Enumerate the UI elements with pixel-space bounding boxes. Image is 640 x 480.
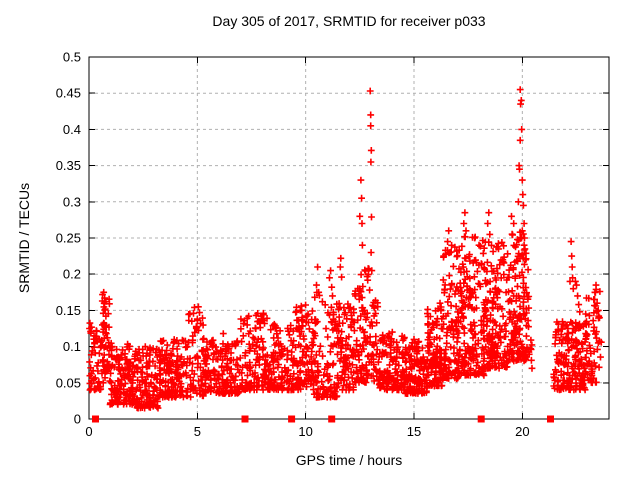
y-tick-label: 0.15 xyxy=(56,303,81,318)
y-tick-label: 0.3 xyxy=(63,194,81,209)
scatter-points xyxy=(86,86,605,423)
x-tick-label: 10 xyxy=(298,424,312,439)
y-tick-label: 0.35 xyxy=(56,158,81,173)
y-tick-label: 0 xyxy=(74,412,81,427)
plot-frame xyxy=(88,56,610,420)
y-tick-label: 0.5 xyxy=(63,50,81,65)
y-tick-label: 0.4 xyxy=(63,122,81,137)
y-tick-label: 0.25 xyxy=(56,231,81,246)
y-tick-label: 0.05 xyxy=(56,375,81,390)
srmtid-plus-markers xyxy=(86,86,605,412)
x-tick-label: 15 xyxy=(407,424,421,439)
tick-labels: 0 0.05 0.1 0.15 0.2 0.25 0.3 0.35 0.4 0.45 0.5 0 5 10… xyxy=(56,50,530,440)
x-tick-label: 0 xyxy=(85,424,92,439)
x-axis-label: GPS time / hours xyxy=(295,452,403,468)
y-tick-label: 0.45 xyxy=(56,86,81,101)
x-tick-label: 5 xyxy=(194,424,201,439)
y-tick-label: 0.2 xyxy=(63,267,81,282)
y-tick-label: 0.1 xyxy=(63,339,81,354)
chart-title: Day 305 of 2017, SRMTID for receiver p03… xyxy=(212,13,486,29)
x-tick-label: 20 xyxy=(515,424,529,439)
